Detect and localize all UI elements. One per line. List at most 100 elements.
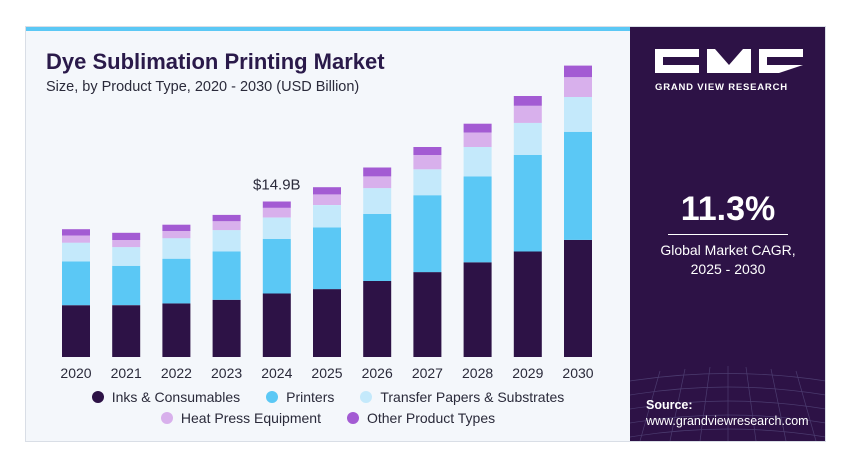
source-label: Source: bbox=[646, 398, 693, 412]
bar-segment-2021-0 bbox=[112, 305, 141, 357]
bar-segment-2027-3 bbox=[413, 155, 442, 170]
x-tick-label: 2025 bbox=[311, 365, 342, 381]
bar-segment-2023-3 bbox=[212, 221, 241, 231]
bar-segment-2021-2 bbox=[112, 247, 141, 266]
x-tick-label: 2020 bbox=[60, 365, 91, 381]
bar-segment-2025-3 bbox=[313, 194, 341, 205]
info-sidebar: GRAND VIEW RESEARCH 11.3% Global Market … bbox=[630, 27, 825, 441]
legend-label: Other Product Types bbox=[366, 410, 496, 426]
brand-logo-mark bbox=[655, 49, 803, 77]
bar-segment-2030-0 bbox=[564, 239, 592, 357]
bar-segment-2024-3 bbox=[262, 207, 291, 218]
x-tick-label: 2029 bbox=[512, 365, 543, 381]
legend-label: Inks & Consumables bbox=[111, 389, 241, 405]
bar-segment-2028-3 bbox=[463, 132, 492, 147]
bar-segment-2023-1 bbox=[212, 251, 241, 300]
cagr-label: Global Market CAGR, 2025 - 2030 bbox=[630, 241, 825, 279]
bar-segment-2024-1 bbox=[262, 239, 291, 294]
bar-segment-2028-0 bbox=[463, 262, 492, 357]
bar-segment-2026-2 bbox=[363, 188, 392, 214]
legend-label: Heat Press Equipment bbox=[180, 410, 321, 426]
bar-segment-2024-2 bbox=[262, 217, 291, 239]
bar-segment-2030-2 bbox=[564, 96, 592, 132]
bar-segment-2028-4 bbox=[463, 123, 492, 133]
chart-card: Dye Sublimation Printing Market Size, by… bbox=[25, 26, 826, 442]
bar-segment-2029-3 bbox=[513, 105, 542, 123]
bar-segment-2027-4 bbox=[413, 147, 442, 155]
bar-segment-2020-1 bbox=[62, 261, 90, 306]
brand-name: GRAND VIEW RESEARCH bbox=[655, 82, 788, 93]
cagr-label-line2: 2025 - 2030 bbox=[690, 261, 766, 277]
bar-segment-2027-1 bbox=[413, 195, 442, 273]
data-label: $14.9B bbox=[253, 177, 301, 194]
bar-segment-2025-4 bbox=[313, 187, 341, 195]
bar-segment-2021-3 bbox=[112, 239, 141, 248]
bar-segment-2024-4 bbox=[262, 201, 291, 208]
bar-segment-2022-1 bbox=[162, 258, 191, 304]
cagr-value: 11.3% bbox=[680, 190, 776, 228]
grid-decoration bbox=[630, 366, 825, 441]
legend-item: Heat Press Equipment bbox=[160, 410, 321, 426]
x-tick-label: 2021 bbox=[111, 365, 142, 381]
bar-segment-2023-0 bbox=[212, 299, 241, 357]
bar-segment-2026-3 bbox=[363, 176, 392, 189]
bar-segment-2022-0 bbox=[162, 303, 191, 357]
x-tick-label: 2028 bbox=[462, 365, 493, 381]
chart-subtitle: Size, by Product Type, 2020 - 2030 (USD … bbox=[46, 79, 360, 95]
bar-segment-2026-1 bbox=[363, 214, 392, 281]
cagr-divider bbox=[668, 234, 788, 235]
bar-segment-2026-4 bbox=[363, 167, 392, 177]
bar-segment-2030-1 bbox=[564, 131, 592, 240]
bar-segment-2022-3 bbox=[162, 231, 191, 239]
bar-segment-2022-4 bbox=[162, 224, 191, 231]
bar-segment-2029-0 bbox=[513, 251, 542, 357]
x-tick-label: 2027 bbox=[412, 365, 443, 381]
x-tick-label: 2022 bbox=[161, 365, 192, 381]
bar-segment-2027-2 bbox=[413, 169, 442, 196]
legend-row: Inks & Consumables Printers Transfer Paper… bbox=[26, 389, 630, 405]
bar-segment-2028-1 bbox=[463, 176, 492, 263]
x-tick-label: 2024 bbox=[261, 365, 292, 381]
legend-swatch bbox=[266, 391, 279, 403]
bar-segment-2030-3 bbox=[564, 77, 592, 97]
legend-item: Printers bbox=[266, 389, 334, 405]
bar-segment-2027-0 bbox=[413, 272, 442, 357]
legend-swatch bbox=[346, 412, 359, 424]
bar-segment-2029-1 bbox=[513, 155, 542, 252]
legend-item: Transfer Papers & Substrates bbox=[360, 389, 564, 405]
bar-segment-2023-4 bbox=[212, 214, 241, 222]
chart-title: Dye Sublimation Printing Market bbox=[46, 49, 385, 74]
bar-segment-2025-2 bbox=[313, 205, 341, 228]
top-accent-bar bbox=[26, 27, 825, 31]
legend-item: Other Product Types bbox=[346, 410, 496, 426]
stacked-bar-chart: 2020 2021 2022 2023 2024 $14.9B 2025 2026 2027 20… bbox=[60, 65, 594, 381]
bar-segment-2025-0 bbox=[313, 289, 341, 357]
bar-segment-2026-0 bbox=[363, 281, 392, 357]
legend-item: Inks & Consumables bbox=[91, 389, 241, 405]
bar-segment-2029-2 bbox=[513, 122, 542, 155]
bar-segment-2030-4 bbox=[564, 65, 592, 78]
bar-segment-2022-2 bbox=[162, 238, 191, 259]
bar-segment-2024-0 bbox=[262, 293, 291, 357]
legend-label: Printers bbox=[286, 389, 335, 405]
bar-segment-2023-2 bbox=[212, 230, 241, 252]
x-tick-label: 2026 bbox=[362, 365, 393, 381]
legend-row: Heat Press Equipment Other Product Types bbox=[26, 410, 630, 426]
brand-logo: GRAND VIEW RESEARCH bbox=[655, 49, 803, 93]
bar-segment-2021-4 bbox=[112, 232, 141, 240]
bar-segment-2020-2 bbox=[62, 242, 90, 262]
source-link[interactable]: www.grandviewresearch.com bbox=[646, 414, 809, 428]
legend-swatch bbox=[160, 412, 173, 424]
bar-segment-2029-4 bbox=[513, 96, 542, 106]
x-tick-label: 2023 bbox=[211, 365, 242, 381]
legend-swatch bbox=[91, 391, 104, 403]
legend-swatch bbox=[360, 391, 373, 403]
bar-segment-2020-4 bbox=[62, 229, 90, 236]
bar-segment-2020-3 bbox=[62, 235, 90, 243]
source-note: Source: www.grandviewresearch.com bbox=[646, 397, 809, 429]
x-tick-label: 2030 bbox=[562, 365, 593, 381]
chart-panel: Dye Sublimation Printing Market Size, by… bbox=[26, 31, 630, 441]
bar-segment-2021-1 bbox=[112, 265, 141, 306]
bar-segment-2020-0 bbox=[62, 305, 90, 357]
bar-segment-2028-2 bbox=[463, 147, 492, 177]
